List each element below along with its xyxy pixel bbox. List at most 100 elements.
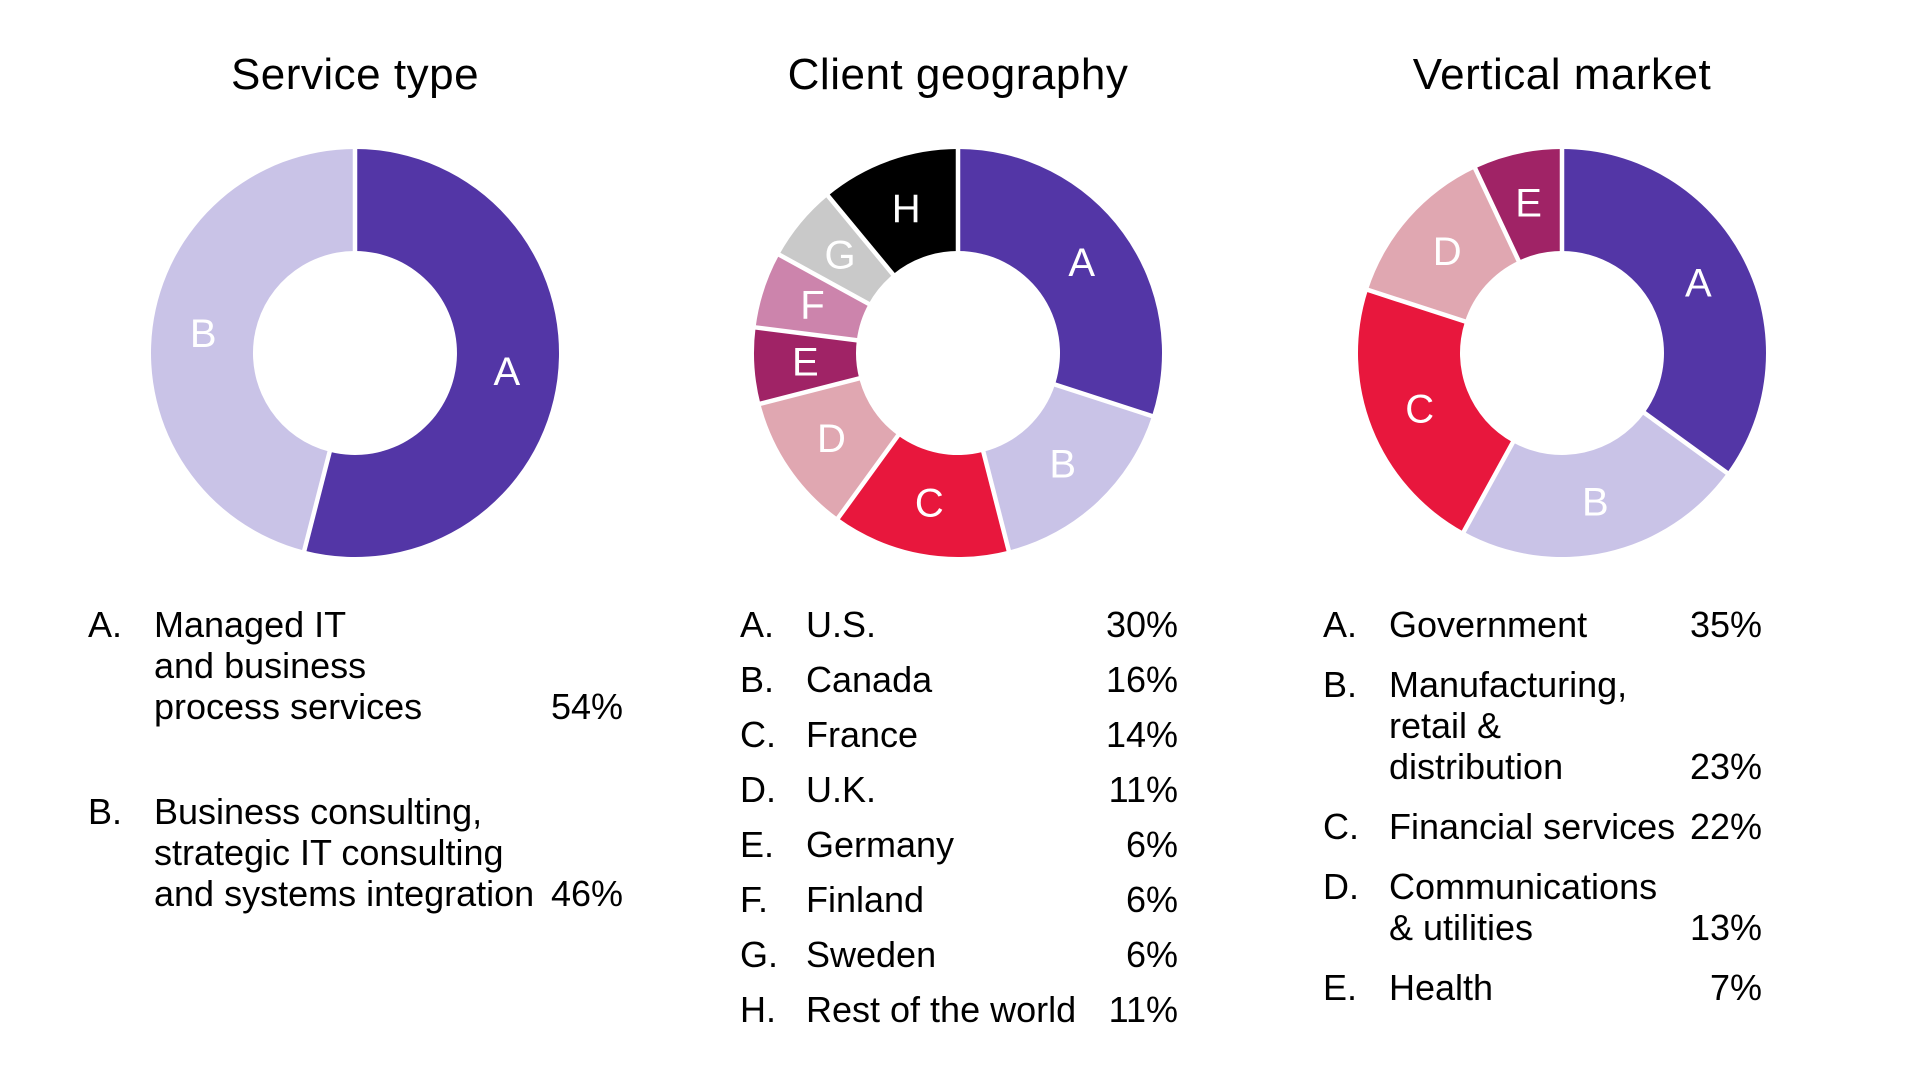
donut-segment-client-geography-b: [983, 384, 1153, 551]
chart-title-client-geography: Client geography: [787, 50, 1129, 99]
segment-label-vertical-market-b: B: [1582, 480, 1609, 524]
segment-label-client-geography-c: C: [915, 481, 944, 525]
legend-label: Managed IT and business process services: [154, 604, 537, 727]
legend-letter: A.: [88, 604, 123, 645]
segment-separator: [758, 375, 861, 407]
legend-item-client-geography-d: D. U.K. 11%: [740, 769, 1178, 810]
legend-label-line: Rest of the world: [806, 989, 1077, 1030]
legend-percent: 11%: [1108, 769, 1178, 810]
donut-segment-vertical-market-d: [1367, 168, 1519, 322]
legend-percent: 14%: [1105, 714, 1178, 755]
legend-letter: D.: [740, 769, 776, 810]
legend-item-client-geography-c: C. France 14%: [740, 714, 1178, 755]
segment-label-client-geography-d: D: [817, 417, 846, 461]
legend-percent: 11%: [1108, 989, 1178, 1030]
legend-label-line: Germany: [806, 824, 955, 865]
segment-label-vertical-market-a: A: [1685, 262, 1712, 306]
legend-client-geography: A. U.S. 30% B. Canada 16% C. France 14% D. U.K. 11%…: [740, 604, 1178, 1030]
legend-label: Financial services: [1389, 806, 1676, 847]
segment-separator: [301, 450, 333, 553]
legend-percent: 13%: [1689, 907, 1762, 948]
donut-segment-service-type-a: [304, 149, 560, 557]
donut-segment-client-geography-f: [755, 254, 869, 341]
legend-percent: 23%: [1689, 746, 1762, 787]
legend-letter: A.: [1323, 604, 1358, 645]
segment-label-client-geography-a: A: [1068, 241, 1095, 285]
segment-label-vertical-market-c: C: [1405, 387, 1434, 431]
legend-letter: F.: [740, 879, 769, 920]
legend-letter: D.: [1323, 866, 1359, 907]
legend-item-client-geography-h: H. Rest of the world 11%: [740, 989, 1178, 1030]
legend-label-line: France: [806, 714, 919, 755]
donut-segment-vertical-market-b: [1463, 412, 1728, 558]
legend-letter: G.: [740, 934, 779, 975]
segment-label-client-geography-e: E: [792, 341, 819, 385]
legend-percent: 22%: [1689, 806, 1762, 847]
legend-label-line: Managed IT: [154, 604, 347, 645]
legend-percent: 6%: [1125, 934, 1178, 975]
legend-label-line: Communications: [1389, 866, 1658, 907]
legend-label-line: & utilities: [1389, 907, 1534, 948]
donut-segment-client-geography-a: [958, 149, 1163, 417]
legend-label: U.K.: [806, 769, 1095, 810]
donut-segment-client-geography-h: [827, 149, 958, 275]
legend-percent: 30%: [1105, 604, 1178, 645]
legend-percent: 16%: [1105, 659, 1178, 700]
segment-separator: [1642, 410, 1730, 476]
donut-segment-client-geography-c: [838, 435, 1009, 557]
segment-separator: [777, 252, 871, 307]
legend-item-client-geography-a: A. U.S. 30%: [740, 604, 1178, 645]
legend-label-line: and business: [154, 645, 367, 686]
legend-label: Business consulting, strategic IT consult…: [154, 791, 537, 914]
segment-separator: [1472, 166, 1522, 263]
legend-letter: A.: [740, 604, 775, 645]
segment-label-vertical-market-d: D: [1433, 230, 1462, 274]
legend-label-line: strategic IT consulting: [154, 832, 504, 873]
legend-item-client-geography-g: G. Sweden 6%: [740, 934, 1178, 975]
legend-letter: E.: [740, 824, 775, 865]
segment-separator: [835, 433, 901, 521]
legend-item-vertical-market-e: E. Health 7%: [1323, 967, 1762, 1008]
legend-label-line: Financial services: [1389, 806, 1676, 847]
legend-service-type: A. Managed IT and business process services…: [88, 604, 623, 914]
legend-label-line: U.S.: [806, 604, 877, 645]
legend-label: Manufacturing, retail & distribution: [1389, 664, 1676, 787]
legend-letter: E.: [1323, 967, 1358, 1008]
segment-label-client-geography-b: B: [1049, 443, 1076, 487]
legend-label: Germany: [806, 824, 1112, 865]
segment-label-client-geography-g: G: [825, 233, 856, 277]
donut-segment-vertical-market-a: [1562, 149, 1767, 473]
legend-label-line: Health: [1389, 967, 1494, 1008]
donut-svg-vertical-market: A B C D E: [1357, 148, 1767, 558]
legend-item-client-geography-e: E. Germany 6%: [740, 824, 1178, 865]
legend-label: Rest of the world: [806, 989, 1095, 1030]
segment-label-service-type-b: B: [190, 312, 217, 356]
legend-label-line: U.K.: [806, 769, 877, 810]
legend-letter: B.: [88, 791, 123, 832]
donut-vertical-market: A B C D E: [1357, 148, 1767, 558]
legend-item-vertical-market-a: A. Government 35%: [1323, 604, 1762, 645]
legend-label: Government: [1389, 604, 1676, 645]
donut-segment-service-type-b: [151, 149, 355, 551]
chart-title-service-type: Service type: [230, 50, 480, 99]
legend-label: Health: [1389, 967, 1696, 1008]
segment-separator: [825, 193, 896, 277]
segment-separator: [980, 450, 1012, 553]
legend-label-line: Sweden: [806, 934, 937, 975]
donut-segment-vertical-market-e: [1475, 149, 1562, 261]
legend-letter: C.: [1323, 806, 1359, 847]
legend-label-line: process services: [154, 686, 423, 727]
donut-svg-service-type: AB: [151, 148, 560, 557]
legend-letter: B.: [740, 659, 775, 700]
legend-label: Communications & utilities: [1389, 866, 1676, 948]
segment-label-client-geography-f: F: [800, 284, 824, 328]
legend-letter: C.: [740, 714, 776, 755]
segment-label-client-geography-h: H: [892, 187, 921, 231]
legend-item-client-geography-b: B. Canada 16%: [740, 659, 1178, 700]
legend-item-vertical-market-d: D. Communications & utilities 13%: [1323, 866, 1762, 948]
legend-percent: 35%: [1689, 604, 1762, 645]
donut-segment-client-geography-d: [760, 378, 899, 519]
legend-label-line: Government: [1389, 604, 1588, 645]
legend-letter: H.: [740, 989, 776, 1030]
